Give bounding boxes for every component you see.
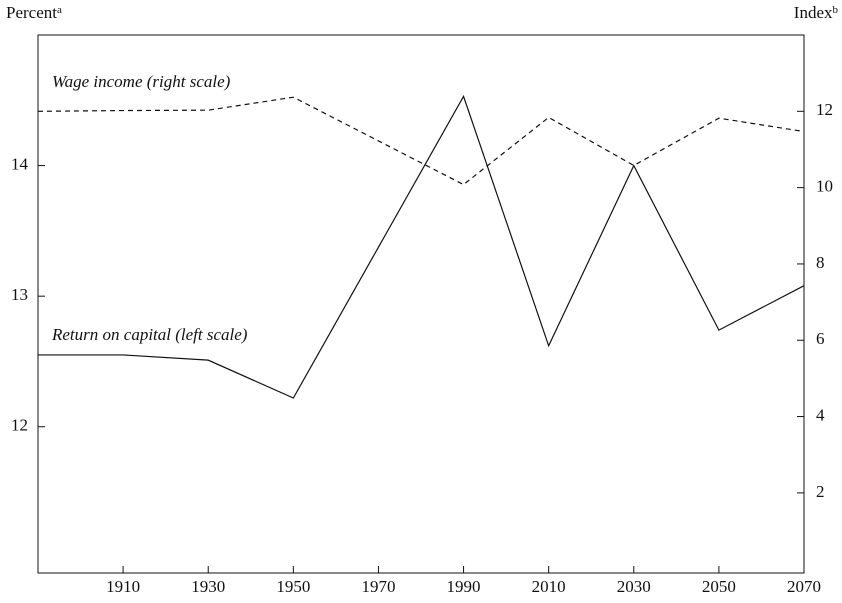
x-tick-label: 1990 xyxy=(447,577,481,596)
series-line xyxy=(38,94,805,399)
annotation: Return on capital (left scale) xyxy=(51,325,248,344)
x-tick-label: 1970 xyxy=(361,577,395,596)
y2-axis-label-text: Index xyxy=(794,3,833,22)
y-tick-label: 14 xyxy=(11,154,29,173)
x-tick-label: 1950 xyxy=(276,577,310,596)
y2-tick-label: 2 xyxy=(816,482,825,501)
x-tick-label: 2050 xyxy=(702,577,736,596)
plot-frame xyxy=(37,34,805,574)
y-axis-label: Percenta xyxy=(6,3,62,22)
annotation: Wage income (right scale) xyxy=(52,72,231,91)
y2-axis-label: Indexb xyxy=(794,3,839,22)
y-tick-label: 12 xyxy=(11,416,28,435)
x-tick-label: 2010 xyxy=(532,577,566,596)
y2-tick-label: 10 xyxy=(816,177,833,196)
y-axis-label-text: Percent xyxy=(6,3,57,22)
y2-tick-label: 8 xyxy=(816,253,825,272)
x-tick-label: 2070 xyxy=(787,577,821,596)
x-tick-label: 1910 xyxy=(106,577,140,596)
y-axis-label-note: a xyxy=(57,4,62,16)
y-tick-label: 13 xyxy=(11,285,28,304)
x-tick-label: 1930 xyxy=(191,577,225,596)
y2-tick-label: 4 xyxy=(816,405,825,424)
y2-tick-label: 6 xyxy=(816,329,825,348)
x-tick-label: 2030 xyxy=(617,577,651,596)
y2-tick-label: 12 xyxy=(816,100,833,119)
y2-axis-label-note: b xyxy=(833,4,839,16)
